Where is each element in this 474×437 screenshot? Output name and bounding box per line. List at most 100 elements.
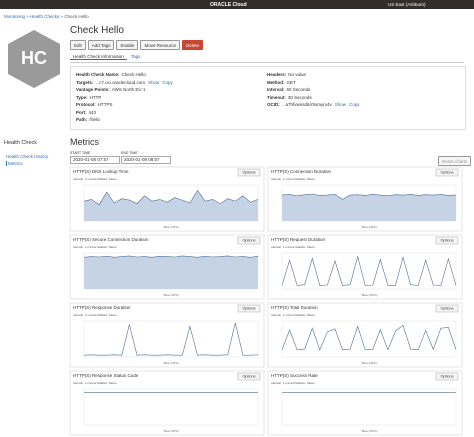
info-label: Timeout: — [267, 94, 286, 100]
control: Interval — [73, 245, 83, 249]
options-label[interactable]: Options — [440, 307, 453, 311]
control[interactable]: 1 minute — [283, 177, 295, 181]
control[interactable]: 1 minute — [283, 313, 295, 317]
control[interactable]: 1 minute — [85, 245, 97, 249]
info-column: Headers: No value Method: GET Interval: 60 Se… — [267, 72, 360, 110]
options-label[interactable]: Options — [242, 171, 255, 175]
options-button[interactable] — [435, 236, 459, 245]
info-row: OCID: ...a7hfvwnsd6rr5xmyrx4v Show Copy — [267, 102, 360, 110]
breadcrumb: Monitoring » Health Checks » Check Hello — [4, 14, 89, 19]
metrics-heading: Metrics — [70, 137, 99, 147]
chart-panel — [267, 370, 463, 436]
chart-panel — [69, 370, 265, 436]
tab[interactable]: Health Check Information — [70, 54, 127, 60]
options-label[interactable]: Options — [440, 375, 453, 379]
control[interactable]: Mean — [109, 177, 117, 181]
reset-button[interactable]: Reset charts — [438, 156, 472, 166]
button[interactable]: Move Resource — [140, 40, 180, 50]
info-panel: Health Check Name: Check Hello Targets:...… — [70, 66, 466, 130]
info-value: No value — [288, 72, 307, 77]
options-label[interactable]: Options — [242, 307, 255, 311]
info-label: Headers: — [267, 72, 287, 77]
label: START TIME — [70, 151, 91, 155]
control[interactable]: Mean — [307, 313, 315, 317]
x-axis-label: Time (UTC) — [163, 429, 179, 433]
chart-title: HTTP(S) Response Duration — [73, 305, 131, 310]
sidebar-link[interactable]: Health Check History — [6, 154, 49, 159]
info-label: Type: — [76, 94, 88, 100]
button[interactable]: Add Tags — [87, 40, 115, 50]
info-row: Type: HTTP — [76, 95, 173, 103]
info-value: ...c7.oci.oraclecloud.com — [95, 79, 145, 85]
link[interactable]: Show — [147, 79, 160, 85]
options-label[interactable]: Options — [440, 171, 453, 175]
info-row: Health Check Name: Check Hello — [76, 72, 173, 80]
x-axis-label: Time (UTC) — [361, 361, 377, 365]
chart-title: HTTP(S) Total Duration — [271, 305, 318, 310]
options-button[interactable] — [237, 304, 261, 313]
end-input[interactable]: 2020-01-08 08:57 — [121, 156, 171, 164]
control[interactable]: Mean — [307, 177, 315, 181]
options-button[interactable] — [237, 168, 261, 177]
options-button[interactable] — [435, 372, 459, 381]
info-label: Interval: — [267, 87, 285, 92]
badge: HC — [8, 30, 60, 88]
x-axis-label: Time (UTC) — [361, 429, 377, 433]
options-button[interactable] — [237, 372, 261, 381]
crumb[interactable]: Monitoring — [4, 14, 26, 19]
options-button[interactable] — [237, 236, 261, 245]
control: Statistic — [295, 381, 306, 385]
plot-area — [281, 320, 457, 358]
options-button[interactable] — [435, 304, 459, 313]
options-label[interactable]: Options — [242, 239, 255, 243]
hexagon — [8, 30, 60, 88]
info-row: Path:/hello — [76, 117, 173, 125]
region-menu[interactable]: US East (Ashburn) — [388, 2, 426, 7]
options-label[interactable]: Options — [440, 239, 453, 243]
control[interactable]: 1 minute — [85, 381, 97, 385]
start-input[interactable]: 2020-01-08 07:57 — [70, 156, 120, 164]
info-row: Interval: 60 Seconds — [267, 87, 360, 95]
info-row: Headers: No value — [267, 72, 360, 80]
link[interactable]: Copy — [162, 79, 173, 85]
sidebar-link[interactable]: Metrics — [6, 161, 23, 166]
control[interactable]: 1 minute — [283, 245, 295, 249]
control[interactable]: Mean — [109, 381, 117, 385]
options-button[interactable] — [435, 168, 459, 177]
control[interactable]: 1 minute — [85, 313, 97, 317]
link[interactable]: Show — [334, 102, 347, 107]
control[interactable]: Mean — [109, 245, 117, 249]
info-column: Health Check Name: Check Hello Targets:...… — [76, 72, 173, 125]
line — [281, 193, 457, 200]
info-row: Port: 443 — [76, 110, 173, 118]
options-label[interactable]: Options — [242, 375, 255, 379]
control: Interval — [271, 313, 281, 317]
control: Interval — [271, 381, 281, 385]
line — [83, 322, 259, 356]
button[interactable]: Delete — [181, 40, 203, 50]
button[interactable]: Enable — [116, 40, 139, 50]
control[interactable]: 1 minute — [85, 177, 97, 181]
control[interactable]: Mean — [307, 245, 315, 249]
control[interactable]: 1 minute — [283, 381, 295, 385]
control[interactable]: Mean — [307, 381, 315, 385]
line — [281, 324, 457, 351]
crumb: Check Hello — [64, 14, 89, 19]
tab[interactable]: Tags — [131, 54, 141, 59]
label: END TIME — [121, 151, 138, 155]
button[interactable]: Edit — [70, 40, 86, 50]
line — [83, 189, 259, 206]
control[interactable]: Mean — [109, 313, 117, 317]
x-axis-label: Time (UTC) — [163, 361, 179, 365]
plot-area — [83, 388, 259, 426]
chart-title: HTTP(S) Response Status Code — [73, 373, 139, 378]
link[interactable]: Copy — [349, 102, 360, 107]
control: Statistic — [97, 313, 108, 317]
plot-area — [281, 388, 457, 426]
control: Interval — [73, 177, 83, 181]
tabs: Health Check Information Tags — [70, 54, 464, 63]
info-label: Method: — [267, 79, 285, 85]
crumb[interactable]: Health Checks — [30, 14, 60, 19]
info-value: HTTP — [89, 94, 102, 100]
